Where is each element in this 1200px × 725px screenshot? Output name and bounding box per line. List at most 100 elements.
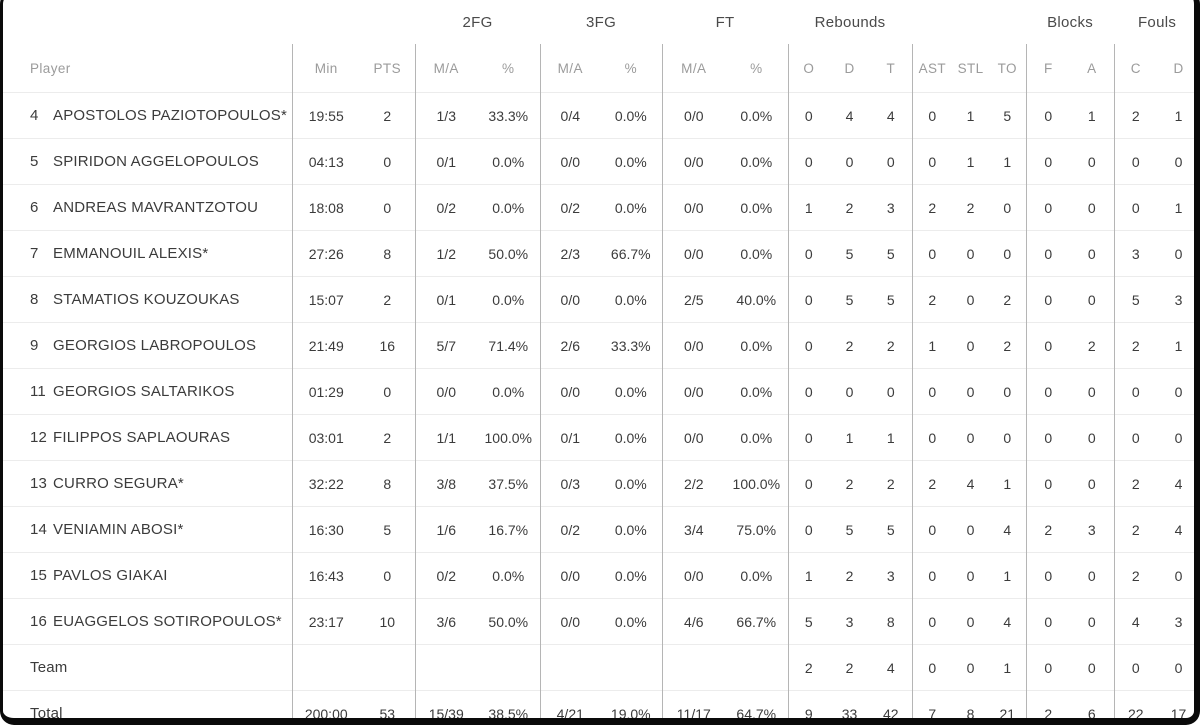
column-header-foul-d: D (1173, 60, 1184, 76)
table-row: 11 GEORGIOS SALTARIKOS 01:29 0 0/0 0.0% 0… (0, 368, 1200, 415)
group-header-row: 2FG 3FG FT Rebounds Blocks Fouls (0, 0, 1200, 44)
to-cell: 1 (989, 460, 1027, 507)
player-name: ANDREAS MAVRANTZOTOU (53, 199, 259, 216)
reb-d-cell: 2 (829, 460, 871, 507)
foul-d-cell: 0 (1157, 368, 1200, 415)
reb-o-cell: 5 (787, 598, 830, 645)
ast-cell: 0 (911, 368, 953, 415)
fg2-ma-cell: 1/2 (414, 230, 477, 277)
fg3-ma-cell: 0/4 (539, 92, 601, 139)
min-cell: 21:49 (291, 322, 360, 369)
to-cell: 2 (989, 276, 1027, 323)
ft-pct-cell: 66.7% (725, 598, 789, 645)
group-header-fouls: Fouls (1137, 13, 1177, 31)
ft-ma-cell: 0/0 (661, 368, 726, 415)
fg3-ma-cell: 0/0 (539, 138, 601, 185)
foul-c-cell: 5 (1113, 276, 1158, 323)
block-f-cell: 0 (1025, 414, 1071, 461)
block-a-cell: 0 (1070, 138, 1115, 185)
column-header-block-f: F (1025, 44, 1071, 93)
reb-o-cell: 0 (787, 276, 830, 323)
fg3-pct-cell: 0.0% (600, 276, 663, 323)
reb-d-cell: 2 (829, 322, 871, 369)
fg2-ma-cell: 0/2 (414, 184, 477, 231)
reb-t-cell: 2 (870, 460, 913, 507)
player-number: 6 (30, 199, 39, 216)
reb-o-cell: 1 (787, 184, 830, 231)
fg2-ma-cell: 3/6 (414, 598, 477, 645)
table-row: 14 VENIAMIN ABOSI* 16:30 5 1/6 16.7% 0/2 … (0, 506, 1200, 553)
min-cell: 32:22 (291, 460, 360, 507)
pts-cell: 5 (360, 506, 415, 553)
column-header-to: TO (997, 60, 1017, 76)
foul-d-cell: 0 (1157, 552, 1200, 599)
pts-cell: 2 (360, 414, 415, 461)
to-cell: 1 (989, 644, 1027, 691)
player-name: Team (30, 659, 68, 676)
stl-cell: 1 (952, 138, 990, 185)
column-header-block-a: A (1087, 60, 1097, 76)
ft-pct-cell: 0.0% (725, 552, 789, 599)
reb-t-cell: 4 (870, 92, 913, 139)
min-cell: 19:55 (291, 92, 360, 139)
group-header-rebounds: Rebounds (814, 13, 886, 31)
reb-t-cell: 42 (870, 690, 913, 725)
column-header-3fg-ma: M/A (539, 44, 601, 93)
player-cell: 4 APOSTOLOS PAZIOTOPOULOS* (0, 92, 292, 139)
ft-ma-cell: 0/0 (661, 138, 726, 185)
foul-c-cell: 2 (1113, 552, 1158, 599)
foul-d-cell: 4 (1157, 460, 1200, 507)
reb-d-cell: 5 (829, 506, 871, 553)
ft-pct-cell: 0.0% (725, 414, 789, 461)
fg2-ma-cell: 0/1 (414, 276, 477, 323)
player-name: PAVLOS GIAKAI (53, 567, 168, 584)
pts-cell: 0 (360, 138, 415, 185)
foul-d-cell: 3 (1157, 276, 1200, 323)
group-header-spacer (912, 0, 1026, 44)
to-cell: 4 (989, 506, 1027, 553)
block-a-cell: 0 (1070, 276, 1115, 323)
fg3-pct-cell: 66.7% (600, 230, 663, 277)
block-a-cell: 0 (1070, 368, 1115, 415)
column-header-player: Player (30, 60, 71, 76)
pts-cell: 8 (360, 230, 415, 277)
ft-pct-cell: 0.0% (725, 368, 789, 415)
table-row: Total 200:00 53 15/39 38.5% 4/21 19.0% 1… (0, 690, 1200, 725)
fg3-ma-cell: 0/0 (539, 368, 601, 415)
fg2-pct-cell (477, 644, 541, 691)
player-cell: 6 ANDREAS MAVRANTZOTOU (0, 184, 292, 231)
column-header-reb-o: O (787, 44, 830, 93)
group-header-spacer (292, 0, 415, 44)
column-header-ft-pct: % (750, 60, 763, 76)
ft-ma-cell: 3/4 (661, 506, 726, 553)
fg2-pct-cell: 16.7% (477, 506, 541, 553)
player-cell: Team (0, 644, 292, 691)
ast-cell: 2 (911, 184, 953, 231)
stl-cell: 4 (952, 460, 990, 507)
block-f-cell: 0 (1025, 92, 1071, 139)
ast-cell: 1 (911, 322, 953, 369)
fg2-ma-cell (414, 644, 477, 691)
foul-d-cell: 0 (1157, 644, 1200, 691)
foul-c-cell: 3 (1113, 230, 1158, 277)
foul-d-cell: 17 (1157, 690, 1200, 725)
ft-pct-cell: 0.0% (725, 184, 789, 231)
ft-ma-cell: 0/0 (661, 92, 726, 139)
min-cell: 16:43 (291, 552, 360, 599)
group-header-blocks: Blocks (1047, 13, 1094, 31)
block-a-cell: 6 (1070, 690, 1115, 725)
fg3-pct-cell: 0.0% (600, 368, 663, 415)
block-f-cell: 0 (1025, 276, 1071, 323)
reb-t-cell: 3 (870, 184, 913, 231)
block-f-cell: 2 (1025, 506, 1071, 553)
min-cell: 16:30 (291, 506, 360, 553)
column-header-ast: AST (911, 44, 953, 93)
to-cell: 1 (989, 552, 1027, 599)
ast-cell: 2 (911, 276, 953, 323)
reb-o-cell: 0 (787, 368, 830, 415)
ast-cell: 0 (911, 506, 953, 553)
column-header-reb-d: D (844, 60, 855, 76)
to-cell: 0 (989, 414, 1027, 461)
fg2-ma-cell: 3/8 (414, 460, 477, 507)
player-name: APOSTOLOS PAZIOTOPOULOS* (53, 107, 288, 124)
